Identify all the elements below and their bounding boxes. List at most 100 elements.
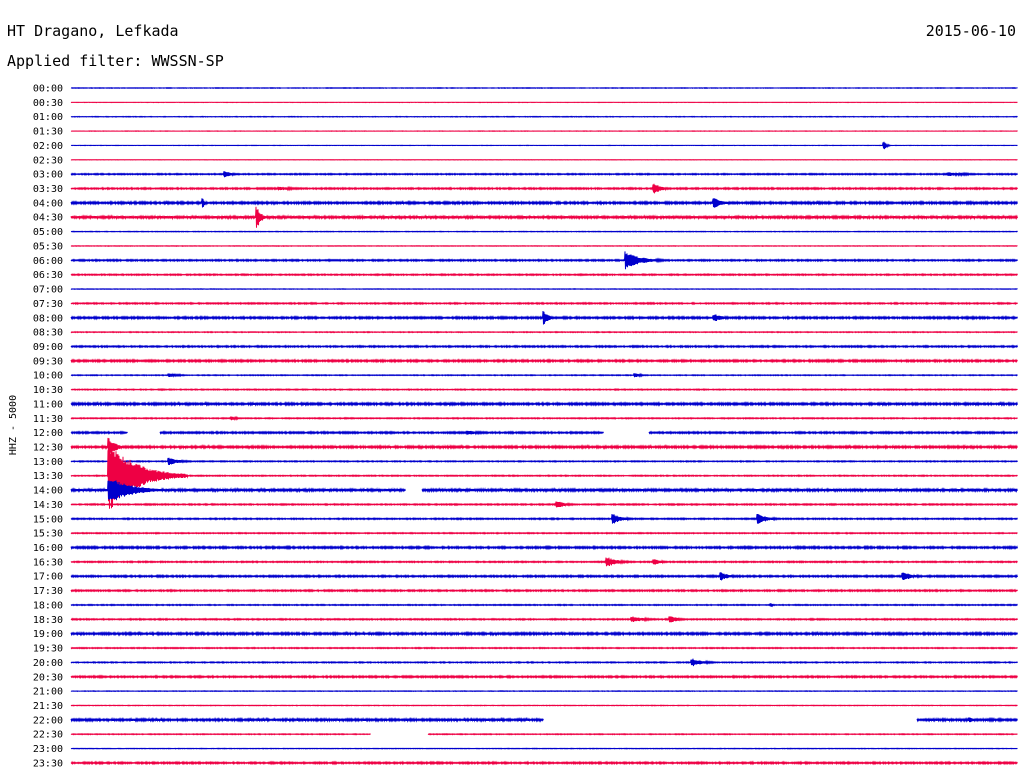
time-tick-label: 01:00 <box>33 112 63 123</box>
trace-line <box>70 603 1018 608</box>
time-tick-label: 23:00 <box>33 744 63 755</box>
time-tick-label: 17:00 <box>33 572 63 583</box>
time-tick-label: 02:00 <box>33 141 63 152</box>
time-tick-label: 20:30 <box>33 672 63 683</box>
time-tick-label: 12:30 <box>33 443 63 454</box>
trace-line <box>70 330 1018 334</box>
time-tick-label: 07:00 <box>33 285 63 296</box>
trace-line <box>70 588 1018 593</box>
time-tick-label: 18:00 <box>33 600 63 611</box>
time-tick-label: 15:30 <box>33 529 63 540</box>
trace-line <box>70 198 1018 208</box>
time-tick-label: 13:00 <box>33 457 63 468</box>
time-tick-label: 07:30 <box>33 299 63 310</box>
time-tick-label: 22:00 <box>33 715 63 726</box>
trace-line <box>70 206 1018 228</box>
trace-line <box>70 674 1018 680</box>
trace-line <box>70 513 1018 524</box>
y-axis-label: HHZ - 5000 <box>8 395 19 455</box>
trace-line <box>70 183 1018 194</box>
trace-line <box>70 531 1018 535</box>
time-tick-label: 06:30 <box>33 270 63 281</box>
trace-line <box>70 400 1018 407</box>
trace-line <box>70 457 1018 466</box>
trace-line <box>70 171 1018 178</box>
trace-line <box>70 690 1018 693</box>
trace-line <box>70 544 1018 551</box>
time-tick-label: 21:00 <box>33 687 63 698</box>
trace-line <box>70 732 1018 736</box>
trace-line <box>70 716 1018 723</box>
trace-line <box>70 415 1018 422</box>
trace-line <box>70 760 1018 766</box>
time-tick-label: 03:30 <box>33 184 63 195</box>
trace-line <box>70 501 1018 508</box>
time-tick-label: 04:00 <box>33 198 63 209</box>
time-tick-label: 12:00 <box>33 428 63 439</box>
time-tick-label: 18:30 <box>33 615 63 626</box>
trace-line <box>70 230 1018 233</box>
trace-line <box>70 630 1018 637</box>
filter-label: Applied filter: WWSSN-SP <box>7 52 224 70</box>
trace-line <box>70 658 1018 667</box>
trace-line <box>70 86 1018 90</box>
trace-line <box>70 310 1018 325</box>
time-tick-label: 19:00 <box>33 629 63 640</box>
trace-line <box>70 646 1018 650</box>
trace-line <box>70 437 1018 457</box>
time-tick-label: 16:00 <box>33 543 63 554</box>
trace-line <box>70 301 1018 306</box>
trace-line <box>70 358 1018 364</box>
trace-line <box>70 442 1018 509</box>
trace-line <box>70 344 1018 349</box>
time-tick-label: 19:30 <box>33 644 63 655</box>
time-tick-label: 16:30 <box>33 557 63 568</box>
time-tick-label: 21:30 <box>33 701 63 712</box>
trace-line <box>70 251 1018 270</box>
time-tick-label: 09:30 <box>33 356 63 367</box>
time-tick-label: 15:00 <box>33 514 63 525</box>
time-tick-label: 14:30 <box>33 500 63 511</box>
time-tick-label: 23:30 <box>33 758 63 769</box>
trace-line <box>70 747 1018 750</box>
trace-line <box>70 572 1018 581</box>
time-tick-label: 00:00 <box>33 84 63 95</box>
time-tick-label: 14:00 <box>33 486 63 497</box>
station-title: HT Dragano, Lefkada <box>7 22 179 40</box>
time-tick-label: 03:00 <box>33 170 63 181</box>
time-tick-label: 06:00 <box>33 256 63 267</box>
time-tick-label: 04:30 <box>33 213 63 224</box>
trace-line <box>70 115 1018 118</box>
seismic-traces <box>70 86 1018 766</box>
trace-line <box>70 480 1018 500</box>
trace-line <box>70 387 1018 392</box>
time-tick-labels: 00:00 00:30 01:00 01:30 02:00 02:30 03:00 03:30… <box>33 84 63 770</box>
date-label: 2015-06-10 <box>926 22 1016 40</box>
trace-line <box>70 372 1018 378</box>
trace-line <box>70 272 1018 277</box>
time-tick-label: 22:30 <box>33 730 63 741</box>
time-tick-label: 08:00 <box>33 313 63 324</box>
trace-line <box>70 557 1018 567</box>
time-tick-label: 05:30 <box>33 241 63 252</box>
trace-line <box>70 287 1018 291</box>
time-tick-label: 11:00 <box>33 399 63 410</box>
time-tick-label: 13:30 <box>33 471 63 482</box>
time-tick-label: 05:00 <box>33 227 63 238</box>
time-tick-label: 17:30 <box>33 586 63 597</box>
time-tick-label: 11:30 <box>33 414 63 425</box>
time-tick-label: 10:00 <box>33 371 63 382</box>
trace-line <box>70 141 1018 150</box>
trace-line <box>70 616 1018 623</box>
trace-line <box>70 704 1018 707</box>
trace-line <box>70 244 1018 248</box>
time-tick-label: 09:00 <box>33 342 63 353</box>
time-tick-label: 01:30 <box>33 127 63 138</box>
time-tick-label: 20:00 <box>33 658 63 669</box>
time-tick-label: 02:30 <box>33 155 63 166</box>
trace-line <box>70 430 1018 436</box>
time-tick-label: 00:30 <box>33 98 63 109</box>
time-tick-label: 10:30 <box>33 385 63 396</box>
time-tick-label: 08:30 <box>33 328 63 339</box>
